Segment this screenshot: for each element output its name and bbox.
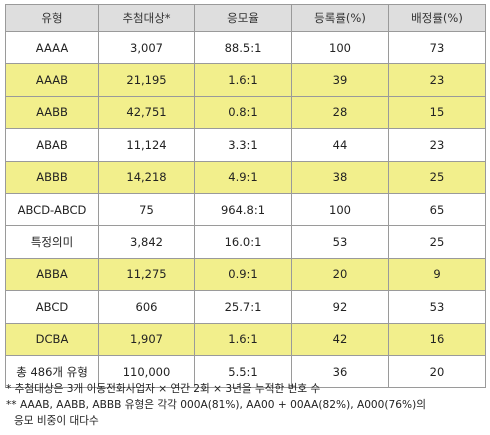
cell-allocation-rate: 20 [388, 354, 486, 389]
cell-registration-rate: 92 [291, 290, 389, 324]
cell-application-ratio: 5.5:1 [194, 354, 292, 389]
cell-registration-rate: 28 [291, 95, 389, 130]
table-row: ABAB 11,124 3.3:1 44 23 [5, 128, 486, 162]
cell-registration-rate: 20 [291, 257, 389, 292]
cell-application-ratio: 25.7:1 [194, 290, 292, 324]
footnotes: * 추첨대상은 3개 이동전화사업자 × 연간 2회 × 3년을 누적한 번호 … [6, 381, 486, 429]
cell-type: 특정의미 [5, 225, 99, 259]
cell-registration-rate: 36 [291, 354, 389, 389]
cell-draw-target: 11,275 [98, 257, 195, 292]
cell-allocation-rate: 53 [388, 290, 486, 324]
table-row: ABCD 606 25.7:1 92 53 [5, 290, 486, 324]
table-row: ABBB 14,218 4.9:1 38 25 [5, 160, 486, 194]
table-row: ABBA 11,275 0.9:1 20 9 [5, 257, 486, 292]
footnote-2-continued: 응모 비중이 대다수 [14, 415, 99, 427]
header-registration-rate: 등록률(%) [291, 4, 389, 32]
cell-type: ABBB [5, 160, 99, 194]
cell-application-ratio: 4.9:1 [194, 160, 292, 194]
header-application-ratio: 응모율 [194, 4, 292, 32]
cell-allocation-rate: 25 [388, 225, 486, 259]
cell-application-ratio: 3.3:1 [194, 128, 292, 162]
cell-draw-target: 14,218 [98, 160, 195, 194]
table-row: 특정의미 3,842 16.0:1 53 25 [5, 225, 486, 259]
cell-registration-rate: 39 [291, 63, 389, 97]
cell-application-ratio: 1.6:1 [194, 322, 292, 356]
cell-draw-target: 42,751 [98, 95, 195, 130]
cell-allocation-rate: 23 [388, 63, 486, 97]
table-row: ABCD-ABCD 75 964.8:1 100 65 [5, 192, 486, 227]
table-row: 총 486개 유형 110,000 5.5:1 36 20 [5, 354, 486, 389]
cell-registration-rate: 100 [291, 30, 389, 65]
cell-type: 총 486개 유형 [5, 354, 99, 389]
cell-type: ABAB [5, 128, 99, 162]
cell-type: ABCD-ABCD [5, 192, 99, 227]
cell-application-ratio: 88.5:1 [194, 30, 292, 65]
header-type: 유형 [5, 4, 99, 32]
header-draw-target: 추첨대상* [98, 4, 195, 32]
table-body: AAAA 3,007 88.5:1 100 73 AAAB 21,195 1.6:1 39 23 A… [5, 30, 486, 389]
cell-registration-rate: 100 [291, 192, 389, 227]
cell-draw-target: 606 [98, 290, 195, 324]
cell-draw-target: 1,907 [98, 322, 195, 356]
cell-allocation-rate: 73 [388, 30, 486, 65]
cell-allocation-rate: 15 [388, 95, 486, 130]
cell-application-ratio: 0.9:1 [194, 257, 292, 292]
cell-draw-target: 75 [98, 192, 195, 227]
table-row: AAAA 3,007 88.5:1 100 73 [5, 30, 486, 65]
table-row: DCBA 1,907 1.6:1 42 16 [5, 322, 486, 356]
cell-type: AABB [5, 95, 99, 130]
cell-application-ratio: 1.6:1 [194, 63, 292, 97]
table-row: AABB 42,751 0.8:1 28 15 [5, 95, 486, 130]
cell-application-ratio: 0.8:1 [194, 95, 292, 130]
cell-registration-rate: 42 [291, 322, 389, 356]
cell-type: ABCD [5, 290, 99, 324]
cell-allocation-rate: 9 [388, 257, 486, 292]
cell-draw-target: 3,842 [98, 225, 195, 259]
cell-allocation-rate: 16 [388, 322, 486, 356]
cell-draw-target: 3,007 [98, 30, 195, 65]
table-header-row: 유형 추첨대상* 응모율 등록률(%) 배정률(%) [5, 4, 486, 32]
cell-allocation-rate: 25 [388, 160, 486, 194]
cell-allocation-rate: 23 [388, 128, 486, 162]
cell-type: DCBA [5, 322, 99, 356]
cell-draw-target: 11,124 [98, 128, 195, 162]
footnote-2: ** AAAB, AABB, ABBB 유형은 각각 000A(81%), AA… [6, 399, 426, 411]
cell-registration-rate: 53 [291, 225, 389, 259]
cell-draw-target: 21,195 [98, 63, 195, 97]
cell-type: ABBA [5, 257, 99, 292]
cell-type: AAAB [5, 63, 99, 97]
footnote-1: * 추첨대상은 3개 이동전화사업자 × 연간 2회 × 3년을 누적한 번호 … [6, 383, 321, 395]
cell-application-ratio: 16.0:1 [194, 225, 292, 259]
cell-application-ratio: 964.8:1 [194, 192, 292, 227]
cell-registration-rate: 38 [291, 160, 389, 194]
cell-allocation-rate: 65 [388, 192, 486, 227]
number-type-stats-table: 유형 추첨대상* 응모율 등록률(%) 배정률(%) AAAA 3,007 88.5… [5, 4, 486, 389]
header-allocation-rate: 배정률(%) [388, 4, 486, 32]
table-row: AAAB 21,195 1.6:1 39 23 [5, 63, 486, 97]
cell-type: AAAA [5, 30, 99, 65]
cell-registration-rate: 44 [291, 128, 389, 162]
